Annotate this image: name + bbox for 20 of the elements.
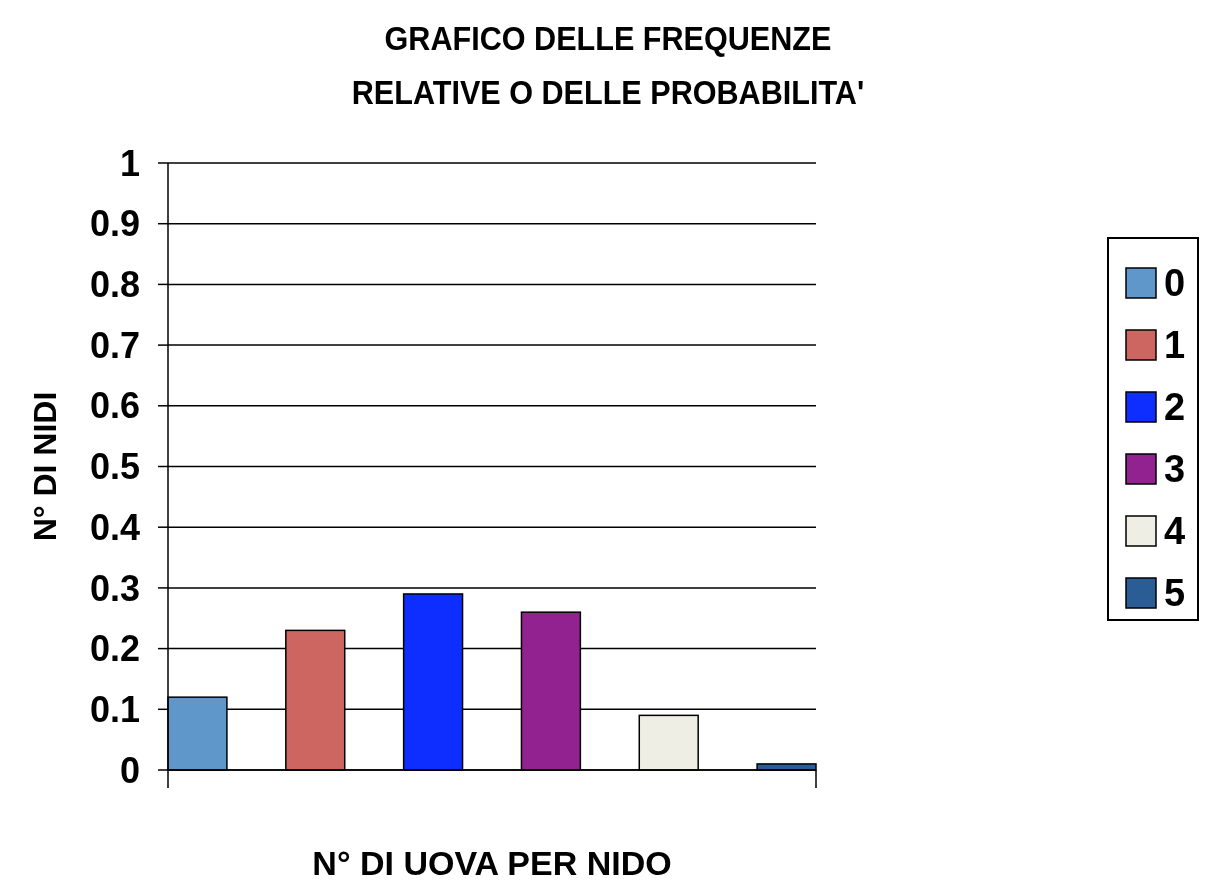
legend-label: 0 <box>1164 262 1186 305</box>
legend-label: 3 <box>1164 448 1186 491</box>
y-tick-label: 0.8 <box>89 264 140 305</box>
y-tick-label: 0.7 <box>89 324 140 366</box>
chart-title: GRAFICO DELLE FREQUENZE RELATIVE O DELLE PROBABILITA' <box>351 19 865 112</box>
y-tick-label: 0.4 <box>89 506 140 548</box>
legend-label: 4 <box>1164 510 1186 553</box>
legend-label: 1 <box>1164 324 1186 367</box>
legend-label: 5 <box>1164 572 1186 615</box>
y-tick-label: 0.6 <box>89 385 140 427</box>
y-tick-label: 0.1 <box>89 688 140 730</box>
x-axis-title: N° DI UOVA PER NIDO <box>312 844 672 882</box>
legend-label: 2 <box>1164 386 1186 429</box>
y-tick-label: 0.5 <box>89 446 140 488</box>
y-axis-title: N° DI NIDI <box>27 391 63 542</box>
y-tick-label: 1 <box>119 142 140 184</box>
y-tick-label: 0.2 <box>89 628 140 670</box>
y-tick-label: 0 <box>119 749 140 791</box>
y-tick-label: 0.3 <box>89 567 140 609</box>
y-tick-label: 0.9 <box>89 203 140 245</box>
